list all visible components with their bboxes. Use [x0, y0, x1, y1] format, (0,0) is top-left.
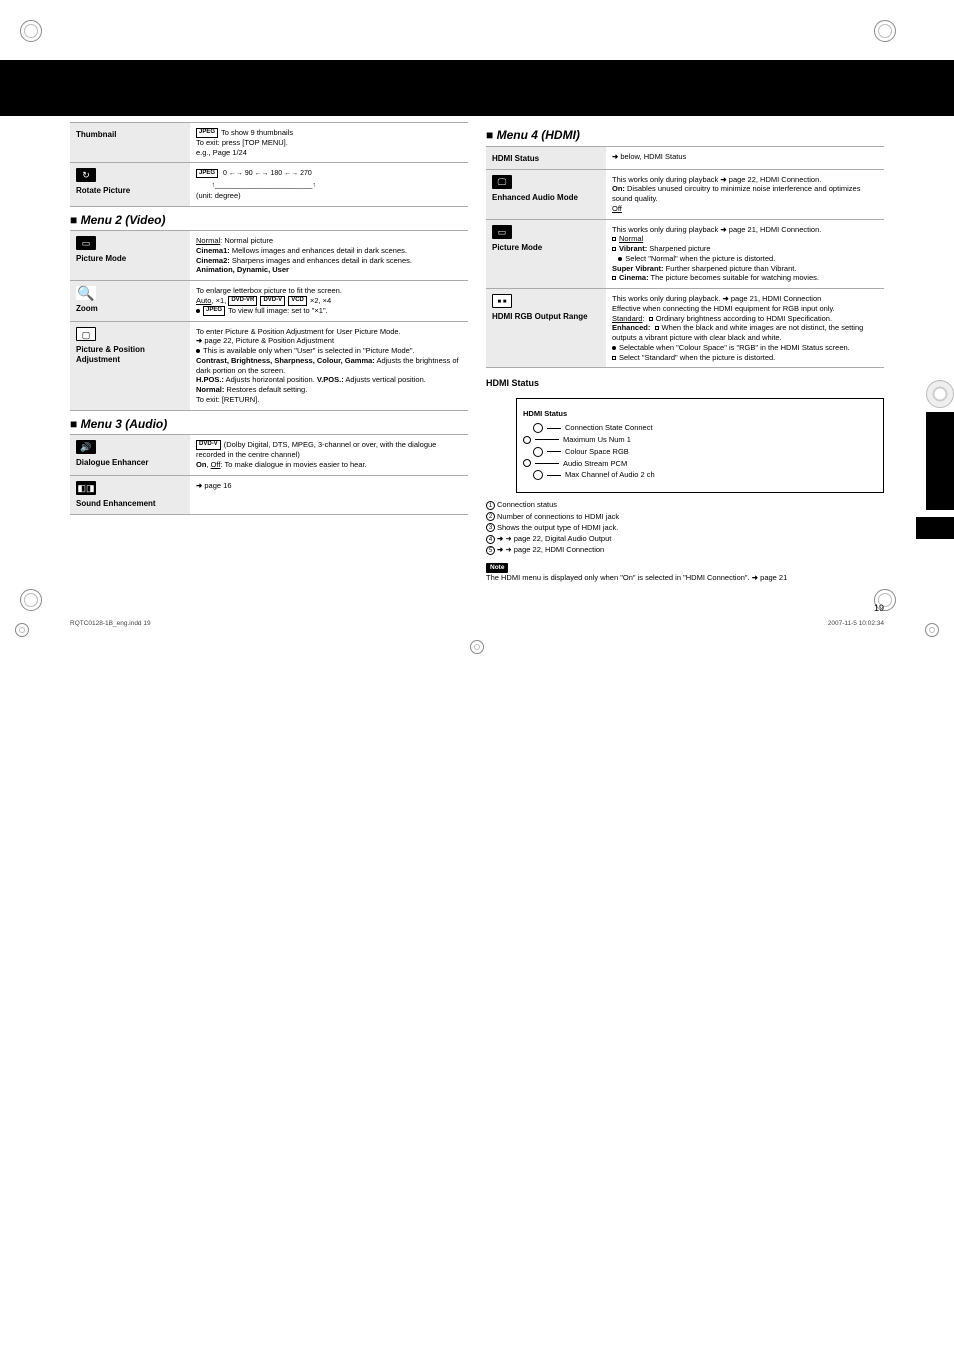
jpeg-tag: JPEG: [196, 169, 218, 179]
hdmi-rgb-icon: ■ ■: [492, 294, 512, 308]
menu4-table: HDMI Status ➜ below, HDMI Status 🖵 Enhan…: [486, 146, 884, 369]
sound-enhancement-label: ◧◨ Sound Enhancement: [70, 475, 190, 514]
thumbnail-desc: JPEG To show 9 thumbnails To exit: press…: [190, 123, 468, 163]
header-black-band: [0, 60, 954, 116]
jpeg-tag: JPEG: [196, 128, 218, 138]
picture-mode-label: ▭ Picture Mode: [70, 231, 190, 281]
hdmi-status-legend: 1Connection status 2Number of connection…: [486, 499, 884, 555]
footer-right: 2007-11-5 10:02:34: [828, 620, 884, 628]
enhanced-audio-icon: 🖵: [492, 175, 512, 189]
rotate-picture-label: ↻ Rotate Picture: [70, 163, 190, 206]
enhanced-audio-desc: This works only during playback ➜ page 2…: [606, 169, 884, 219]
sound-enhancement-desc: ➜ page 16: [190, 475, 468, 514]
note-badge: Note: [486, 563, 508, 573]
page-number: 19: [70, 603, 884, 615]
hdmi-picture-mode-desc: This works only during playback ➜ page 2…: [606, 219, 884, 289]
hdmi-picture-mode-label: ▭ Picture Mode: [486, 219, 606, 289]
rotate-picture-desc: JPEG 0 ←→ 90 ←→ 180 ←→ 270 ↑____________…: [190, 163, 468, 206]
hdmi-rgb-range-label: ■ ■ HDMI RGB Output Range: [486, 289, 606, 368]
zoom-desc: To enlarge letterbox picture to fit the …: [190, 281, 468, 322]
hdmi-rgb-range-desc: This works only during playback. ➜ page …: [606, 289, 884, 368]
menu3-table: 🔊 Dialogue Enhancer DVD-V (Dolby Digital…: [70, 434, 468, 514]
status-box-title: HDMI Status: [523, 409, 875, 419]
footer-left: RQTC0128-1B_eng.indd 19: [70, 620, 151, 628]
enhanced-audio-label: 🖵 Enhanced Audio Mode: [486, 169, 606, 219]
rotate-icon: ↻: [76, 168, 96, 182]
zoom-label: 🔍 Zoom: [70, 281, 190, 322]
hdmi-status-heading: HDMI Status: [486, 378, 884, 390]
zoom-icon: 🔍: [76, 286, 96, 300]
hdmi-picture-mode-icon: ▭: [492, 225, 512, 239]
picture-mode-icon: ▭: [76, 236, 96, 250]
menu2-title: Menu 2 (Video): [70, 213, 468, 229]
picture-position-desc: To enter Picture & Position Adjustment f…: [190, 321, 468, 410]
menu1-continued-table: Thumbnail JPEG To show 9 thumbnails To e…: [70, 122, 468, 207]
sound-enhancement-icon: ◧◨: [76, 481, 96, 495]
picture-position-icon: ▢: [76, 327, 96, 341]
hdmi-note: Note The HDMI menu is displayed only whe…: [486, 562, 884, 583]
speaker-icon: 🔊: [76, 440, 96, 454]
thumbnail-label: Thumbnail: [70, 123, 190, 163]
dialogue-enhancer-desc: DVD-V (Dolby Digital, DTS, MPEG, 3-chann…: [190, 435, 468, 475]
footer: RQTC0128-1B_eng.indd 19 2007-11-5 10:02:…: [70, 620, 884, 628]
picture-mode-desc: Normal: Normal picture Cinema1: Mellows …: [190, 231, 468, 281]
menu2-table: ▭ Picture Mode Normal: Normal picture Ci…: [70, 230, 468, 411]
hdmi-status-box: HDMI Status Connection State Connect Max…: [516, 398, 884, 493]
picture-position-label: ▢ Picture & Position Adjustment: [70, 321, 190, 410]
hdmi-status-label: HDMI Status: [486, 146, 606, 169]
dialogue-enhancer-label: 🔊 Dialogue Enhancer: [70, 435, 190, 475]
hdmi-status-desc: ➜ below, HDMI Status: [606, 146, 884, 169]
menu4-title: Menu 4 (HDMI): [486, 128, 884, 144]
menu3-title: Menu 3 (Audio): [70, 417, 468, 433]
